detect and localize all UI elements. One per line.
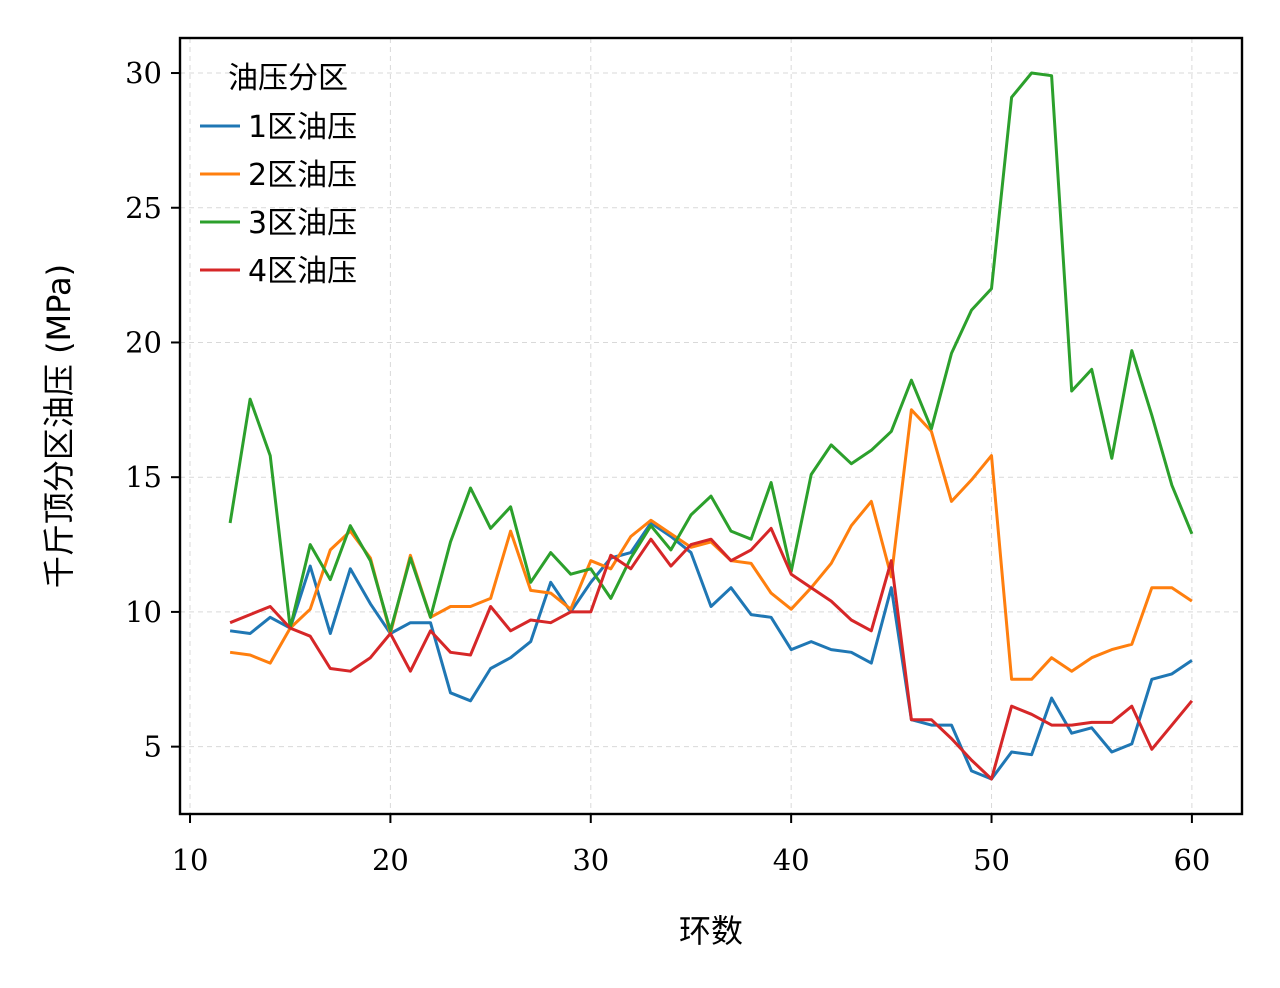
series-layer — [228, 71, 1194, 781]
y-axis-label: 千斤顶分区油压 (MPa) — [40, 264, 78, 588]
legend-label-1: 1区油压 — [248, 110, 357, 145]
legend: 油压分区 1区油压 2区油压 3区油压 4区油压 — [200, 61, 357, 289]
x-tick-label: 60 — [1173, 843, 1210, 877]
grid — [180, 38, 1242, 814]
x-axis: 10 20 30 40 50 60 — [172, 814, 1210, 877]
y-tick-label: 30 — [125, 56, 162, 90]
y-tick-label: 10 — [125, 595, 162, 629]
y-tick-label: 5 — [144, 730, 162, 764]
x-tick-label: 30 — [572, 843, 609, 877]
x-tick-label: 20 — [372, 843, 409, 877]
x-tick-label: 50 — [973, 843, 1010, 877]
y-tick-label: 20 — [125, 325, 162, 359]
series-line-3 — [228, 71, 1194, 633]
x-tick-label: 40 — [773, 843, 810, 877]
y-axis: 5 10 15 20 25 30 — [125, 56, 180, 764]
series-line-4 — [229, 526, 1194, 781]
series-line-2 — [229, 408, 1193, 681]
y-tick-label: 25 — [125, 191, 162, 225]
x-axis-label: 环数 — [679, 912, 743, 950]
x-tick-label: 10 — [172, 843, 209, 877]
plot-frame — [178, 36, 1244, 816]
legend-label-4: 4区油压 — [248, 254, 357, 289]
legend-title: 油压分区 — [228, 61, 348, 96]
legend-label-3: 3区油压 — [248, 206, 357, 241]
y-tick-label: 15 — [125, 460, 162, 494]
legend-label-2: 2区油压 — [248, 158, 357, 193]
